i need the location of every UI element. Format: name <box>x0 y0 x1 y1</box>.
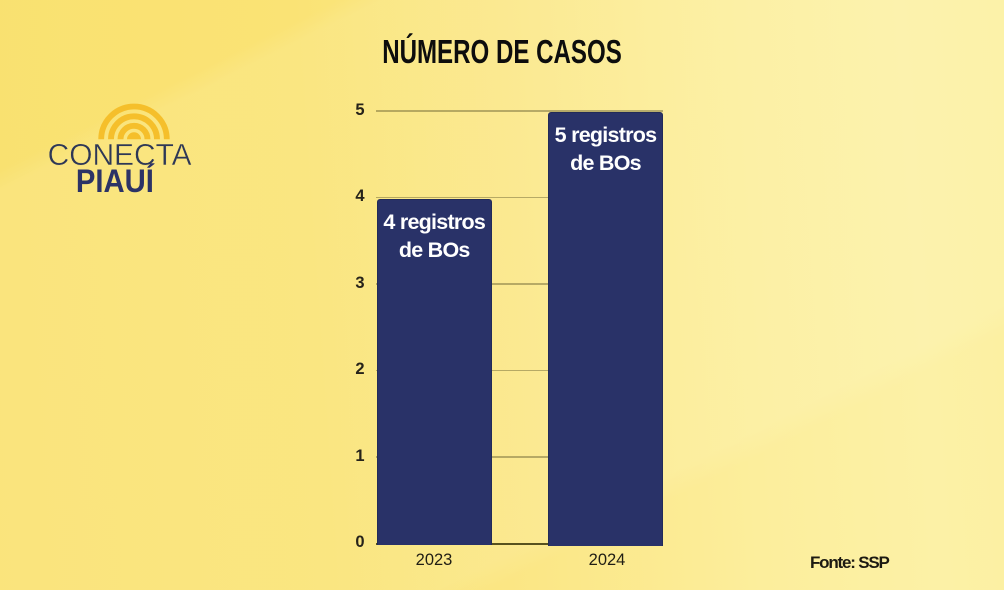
svg-text:PIAUÍ: PIAUÍ <box>76 163 155 199</box>
svg-text:CONECTA: CONECTA <box>48 137 192 172</box>
